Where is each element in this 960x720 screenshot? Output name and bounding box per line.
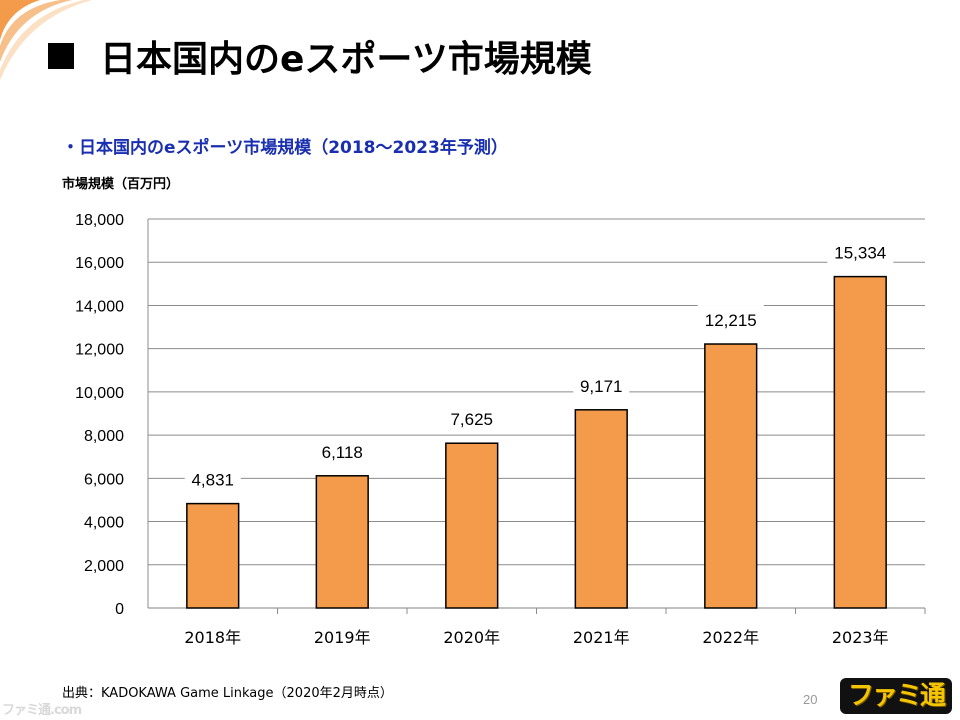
y-tick-label: 16,000 (75, 255, 124, 272)
y-tick-label: 4,000 (84, 515, 124, 532)
x-tick-label: 2020年 (443, 628, 500, 647)
data-label: 12,215 (705, 311, 757, 330)
bars (186, 275, 887, 609)
y-tick-label: 14,000 (75, 298, 124, 315)
x-tick-label: 2022年 (702, 628, 759, 647)
y-tick-label: 8,000 (84, 428, 124, 445)
title-bullet-square (48, 43, 74, 69)
page-number: 20 (803, 692, 818, 707)
x-tick-label: 2023年 (832, 628, 889, 647)
chart-title: ・日本国内のeスポーツ市場規模（2018～2023年予測） (62, 138, 508, 158)
bar (574, 409, 628, 609)
x-tick-label: 2019年 (314, 628, 371, 647)
data-label: 15,334 (834, 244, 886, 263)
x-tick-label: 2021年 (573, 628, 630, 647)
data-label-backdrop (443, 404, 500, 431)
slide-title-text: 日本国内のeスポーツ市場規模 (100, 39, 592, 80)
data-label: 4,831 (191, 471, 234, 490)
famitsu-watermark: ファミ通.com (2, 703, 82, 718)
slide-title: 日本国内のeスポーツ市場規模 (48, 30, 592, 82)
bar (445, 442, 499, 609)
gridlines (147, 218, 926, 614)
bar (186, 502, 240, 609)
data-label: 7,625 (450, 410, 493, 429)
data-label-backdrop (314, 436, 371, 463)
y-tick-label: 6,000 (84, 471, 124, 488)
bar (315, 475, 369, 609)
data-label: 6,118 (322, 443, 363, 462)
bar (833, 275, 887, 609)
y-tick-label: 18,000 (75, 212, 124, 229)
data-label-backdrop (697, 305, 764, 332)
y-tick-label: 0 (115, 601, 124, 618)
labels: 0 2,000 4,000 6,000 8,000 10,000 12,000 14,000 1… (75, 212, 894, 647)
y-tick-label: 12,000 (75, 342, 124, 359)
bar (704, 343, 758, 609)
y-tick-label: 10,000 (75, 385, 124, 402)
data-label: 9,171 (580, 377, 623, 396)
y-tick-label: 2,000 (84, 558, 124, 575)
y-axis-unit-label: 市場規模（百万円） (62, 177, 180, 192)
data-label-backdrop (827, 237, 894, 264)
x-tick-label: 2018年 (184, 628, 241, 647)
source-note: 出典：KADOKAWA Game Linkage（2020年2月時点） (62, 686, 393, 701)
famitsu-logo: ファミ通 (839, 678, 952, 714)
data-label-backdrop (184, 464, 241, 491)
data-label-backdrop (573, 370, 630, 397)
